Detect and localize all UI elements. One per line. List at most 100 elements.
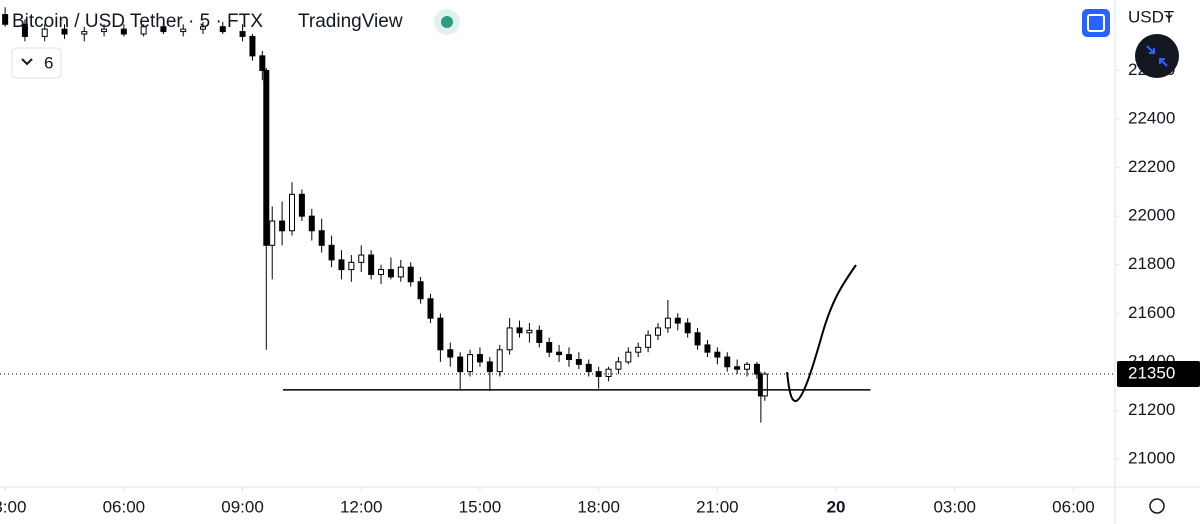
x-tick-label: 06:00 [103, 497, 146, 516]
candle-body [41, 28, 48, 37]
candle-body [645, 334, 652, 348]
y-tick-label: 21800 [1128, 254, 1175, 273]
y-tick-label: 22000 [1128, 206, 1175, 225]
candle-body [219, 26, 226, 33]
status-dot [441, 16, 453, 28]
source-label: TradingView [298, 11, 403, 32]
collapse-button[interactable] [1135, 34, 1179, 78]
candle-body [565, 354, 572, 360]
candle-body [516, 327, 523, 334]
x-tick-label: 03:00 [933, 497, 976, 516]
candle-body [615, 361, 622, 370]
x-tick-label: 03:00 [0, 497, 26, 516]
candle-body [496, 349, 503, 373]
candle-body [536, 329, 543, 343]
candle-body [21, 23, 28, 37]
freehand-drawing [786, 264, 857, 402]
candle-body [635, 346, 642, 353]
candle-body [761, 373, 768, 397]
candle-body [289, 193, 296, 232]
candle-body [387, 269, 394, 278]
candle-body [249, 35, 256, 57]
candle-body [734, 366, 741, 370]
candle-body [674, 317, 681, 324]
chevron-icon [21, 58, 33, 66]
plot-area [2, 7, 768, 423]
candle-body [298, 193, 305, 217]
candle-body [328, 244, 335, 261]
x-tick-label: 15:00 [459, 497, 502, 516]
candle-body [427, 298, 434, 319]
candle-body [160, 26, 167, 33]
fullscreen-icon [1087, 14, 1105, 32]
candle-body [308, 215, 315, 232]
y-tick-label: 21000 [1128, 449, 1175, 468]
candle-body [526, 329, 533, 334]
candle-body [279, 220, 286, 232]
last-price-label: 21350 [1128, 364, 1175, 383]
interval-menu[interactable] [11, 47, 62, 79]
candle-body [546, 341, 553, 353]
candle-body [263, 69, 270, 246]
candle-body [486, 361, 493, 373]
candle-body [585, 363, 592, 373]
candle-body [2, 14, 9, 25]
y-tick-label: 22200 [1128, 157, 1175, 176]
candle-body [378, 269, 385, 275]
candle-body [714, 351, 721, 358]
candle-body [101, 28, 108, 33]
y-tick-label: 21200 [1128, 400, 1175, 419]
candle-body [259, 55, 266, 71]
candle-body [417, 281, 424, 300]
candle-body [199, 26, 206, 30]
candle-body [575, 358, 582, 365]
candle-body [605, 368, 612, 377]
candle-body [556, 351, 563, 356]
candle-body [348, 261, 355, 271]
candle-body [694, 332, 701, 346]
candle-body [81, 31, 88, 35]
y-tick-label: 21600 [1128, 303, 1175, 322]
currency-label[interactable]: USDT [1128, 7, 1174, 26]
candle-body [467, 354, 474, 373]
candle-body [447, 349, 454, 358]
candle-body [457, 356, 464, 373]
candle-body [358, 254, 365, 263]
candle-body [239, 31, 246, 37]
last-price-box [1117, 361, 1200, 388]
candle-body [397, 266, 404, 278]
candle-body [318, 230, 325, 246]
candle-body [269, 220, 276, 246]
candle-body [704, 344, 711, 353]
candle-body [655, 327, 662, 336]
candle-body [724, 356, 731, 368]
chart-title: Bitcoin / USD Tether · 5 · FTX [12, 11, 263, 32]
candle-body [61, 28, 68, 35]
y-tick-label: 22400 [1128, 109, 1175, 128]
x-tick-label: 20 [827, 497, 846, 516]
fullscreen-button[interactable] [1082, 9, 1110, 37]
overlay: 21350 [0, 361, 1200, 391]
candle-body [140, 26, 147, 35]
candle-body [753, 363, 760, 375]
candle-body [476, 354, 483, 363]
x-tick-label: 21:00 [696, 497, 739, 516]
candle-body [407, 266, 414, 283]
candle-body [120, 28, 127, 35]
candle-body [437, 317, 444, 351]
candle-body [684, 322, 691, 334]
interval-value: 6 [44, 53, 53, 72]
collapse-icon [1146, 45, 1168, 67]
candle-body [368, 254, 375, 275]
settings-icon[interactable] [1149, 498, 1165, 514]
x-tick-label: 12:00 [340, 497, 383, 516]
x-tick-label: 09:00 [221, 497, 264, 516]
candle-body [338, 259, 345, 271]
currency-chevron [1165, 14, 1173, 20]
candle-body [744, 363, 751, 370]
x-tick-label: 18:00 [577, 497, 620, 516]
candle-body [180, 28, 187, 33]
